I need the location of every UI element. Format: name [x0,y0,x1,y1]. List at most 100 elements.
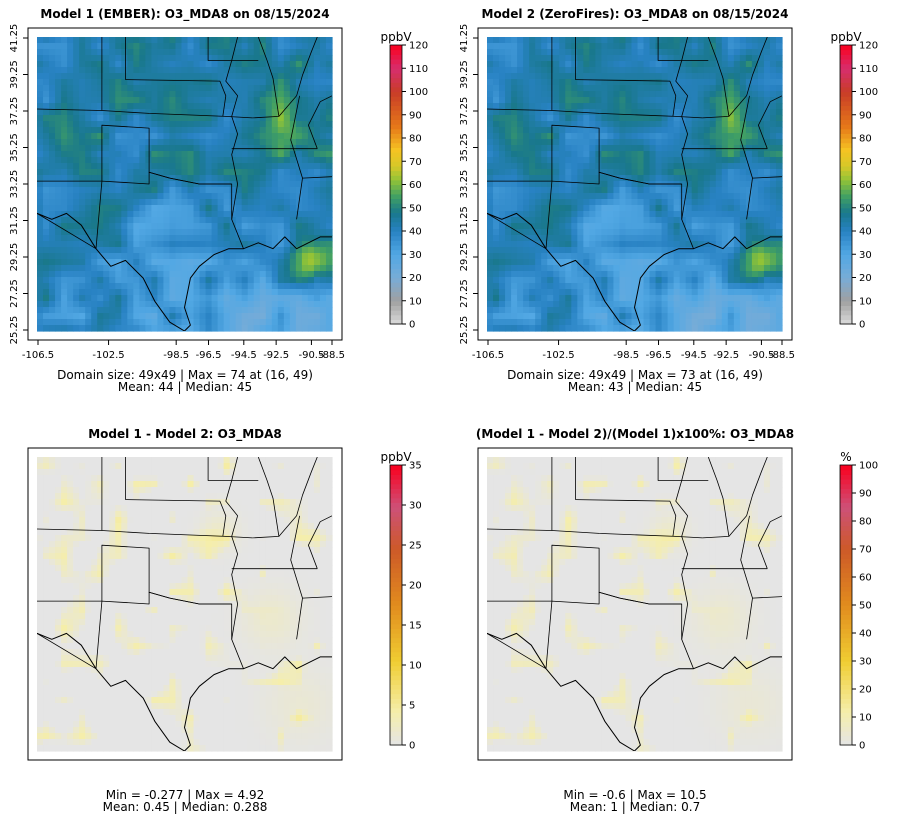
heatmap-cell [745,235,753,242]
heatmap-cell [193,283,201,290]
heatmap-cell [487,199,494,206]
heatmap-cell [127,73,134,80]
heatmap-cell [193,121,201,128]
heatmap-cell [733,109,741,116]
heatmap-cell [181,235,189,242]
heatmap-cell [295,37,303,44]
heatmap-cell [241,235,249,242]
heatmap-cell [775,115,783,122]
heatmap-cell [163,199,171,206]
heatmap-cell [613,175,621,182]
heatmap-cell [673,271,681,278]
heatmap-cell [763,163,771,170]
heatmap-cell [277,313,285,320]
heatmap-cell [133,265,140,272]
heatmap-cell [283,79,291,86]
heatmap-cell [757,133,765,140]
heatmap-cell [103,43,110,50]
heatmap-cell [235,253,243,260]
heatmap-cell [295,181,303,188]
heatmap-cell [187,211,195,218]
x-tick-label: -98.5 [163,350,189,361]
heatmap-cell [721,277,729,284]
heatmap-cell [91,145,98,152]
heatmap-cell [559,73,566,80]
colorbar-tick-label: 10 [409,296,422,307]
heatmap-cell [499,217,506,224]
heatmap-cell [619,67,627,74]
heatmap-cell [523,115,530,122]
heatmap-cell [739,235,747,242]
heatmap-cell [625,145,633,152]
heatmap-cell [727,61,735,68]
heatmap-cell [247,265,255,272]
heatmap-cell [229,127,237,134]
heatmap-cell [631,139,639,146]
heatmap-cell [175,61,183,68]
heatmap-cell [283,121,291,128]
heatmap-cell [721,139,729,146]
heatmap-cell [535,55,542,62]
heatmap-cell [697,223,705,230]
heatmap-cell [247,289,255,296]
heatmap-cell [271,181,279,188]
heatmap-cell [235,277,243,284]
heatmap-cell [577,265,584,272]
heatmap-cell [685,73,693,80]
heatmap-cell [751,325,759,332]
heatmap-cell [733,187,741,194]
heatmap-cell [571,211,578,218]
heatmap-cell [535,211,542,218]
y-tick-label: 25.25 [9,316,20,345]
colorbar-swatch [390,128,402,134]
heatmap-cell [769,139,777,146]
heatmap-cell [181,295,189,302]
heatmap-cell [535,277,542,284]
heatmap-cell [583,181,590,188]
heatmap-cell [289,217,297,224]
heatmap-cell [91,115,98,122]
heatmap-cell [211,277,219,284]
heatmap-cell [487,307,494,314]
heatmap-cell [103,85,110,92]
heatmap-cell [61,109,68,116]
heatmap-cell [73,301,80,308]
heatmap-cell [763,115,771,122]
heatmap-cell [85,289,92,296]
heatmap-cell [505,169,512,176]
heatmap-cell [163,319,171,326]
heatmap-cell [673,169,681,176]
heatmap-cell [253,229,261,236]
heatmap-cell [271,211,279,218]
heatmap-cell [529,91,536,98]
heatmap-cell [727,139,735,146]
heatmap-cell [217,91,225,98]
heatmap-cell [733,271,741,278]
heatmap-cell [79,283,86,290]
heatmap-cell [619,307,627,314]
heatmap-cell [259,127,267,134]
heatmap-cell [175,133,183,140]
heatmap-cell [223,49,231,56]
heatmap-cell [199,253,207,260]
colorbar-swatch [390,258,402,265]
heatmap-cell [211,145,219,152]
heatmap-cell [325,295,333,302]
heatmap-cell [553,157,560,164]
heatmap-cell [541,55,548,62]
heatmap-cell [43,289,50,296]
heatmap-cell [619,163,627,170]
heatmap-cell [631,151,639,158]
heatmap-cell [583,121,590,128]
heatmap-cell [493,139,500,146]
heatmap-cell [607,295,615,302]
heatmap-cell [625,85,633,92]
heatmap-cell [679,295,687,302]
heatmap-cell [67,265,74,272]
heatmap-cell [499,181,506,188]
heatmap-cell [619,199,627,206]
heatmap-cell [97,199,104,206]
heatmap-cell [619,211,627,218]
heatmap-cell [751,73,759,80]
heatmap-cell [679,289,687,296]
